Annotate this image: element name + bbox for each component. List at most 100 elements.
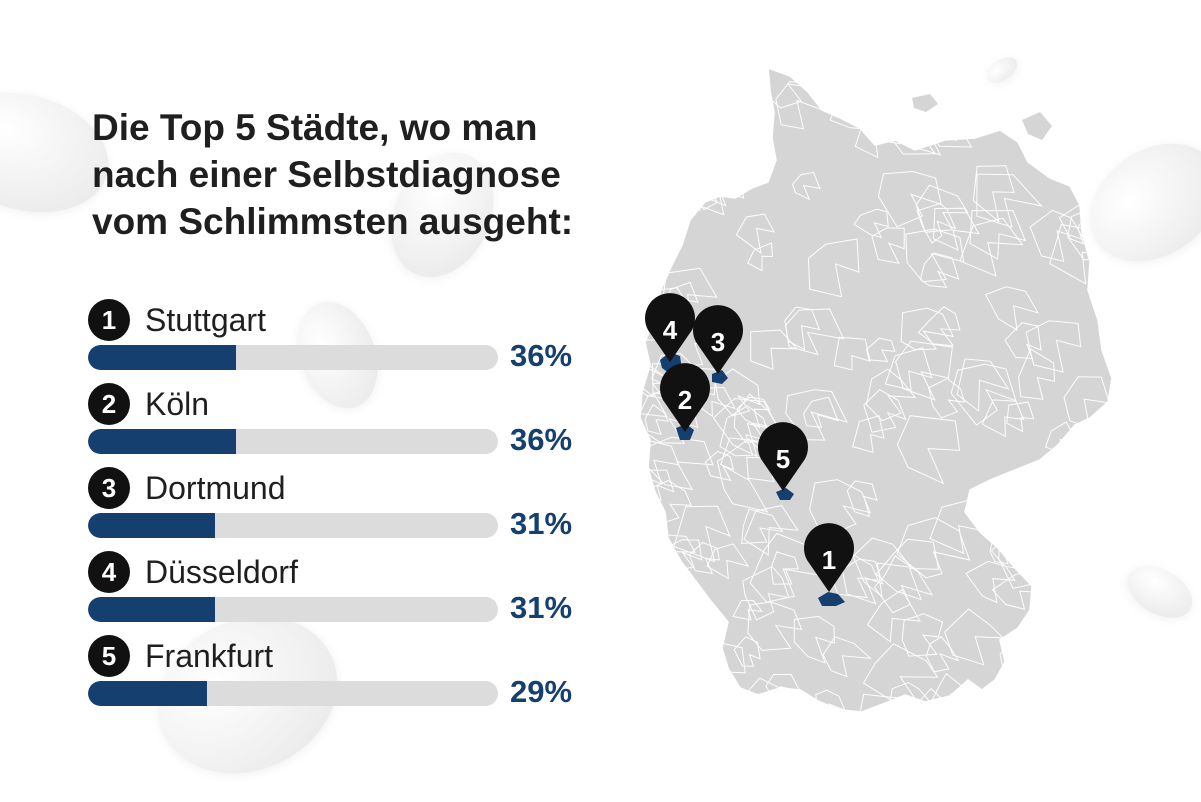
district-border [1029,209,1086,262]
progress-bar-track [88,345,498,370]
district-border [640,70,700,132]
district-border [916,202,957,244]
rank-badge: 3 [88,467,130,509]
district-border [1073,508,1112,544]
map-pin-4: 4 [644,293,695,362]
district-border [933,68,966,98]
district-border [865,337,896,362]
district-border [854,122,901,159]
district-border [846,480,878,518]
germany-outline [639,66,1113,713]
progress-bar-track [88,597,498,622]
percentage-value: 36% [510,338,573,373]
pin-label: 4 [663,315,678,345]
district-border [691,155,734,198]
district-border [640,691,664,712]
district-border [709,83,742,120]
district-border [706,543,750,580]
district-border [972,165,1015,223]
district-border [915,184,969,233]
district-border [1043,498,1085,544]
district-border [925,636,960,673]
district-border [984,286,1039,331]
district-border [815,689,846,712]
district-border [976,173,1043,228]
percentage-value: 36% [510,422,573,457]
district-border [901,613,944,657]
city-region-frankfurt [776,488,794,500]
district-border [884,347,933,391]
title-line: Die Top 5 Städte, wo man [92,107,538,148]
district-border [1006,401,1035,433]
district-border [640,68,673,123]
district-border [673,505,731,563]
district-border [640,532,670,594]
district-border [644,436,714,491]
island-shape [912,94,938,112]
district-border [822,636,872,678]
pin-label: 3 [711,327,725,357]
district-border [733,636,761,667]
district-border [750,329,799,371]
district-border [888,681,932,712]
district-border [640,388,699,444]
district-border [896,517,971,579]
district-border [865,368,917,422]
progress-bar-fill [88,345,236,370]
district-border [1033,518,1069,554]
district-border [791,171,821,201]
progress-bar-fill [88,681,207,706]
district-border [944,608,1005,666]
pin-label: 1 [822,545,836,575]
rank-badge: 1 [88,299,130,341]
ranking-item: 1 Stuttgart 36% [88,298,588,382]
district-border [747,601,803,651]
progress-bar-track [88,513,498,538]
district-border [999,635,1052,689]
district-border [1032,475,1083,530]
progress-bar-fill [88,597,216,622]
district-border [1004,322,1042,360]
district-border [793,615,835,664]
city-name: Köln [145,385,210,422]
district-border [1070,68,1104,97]
district-border [1043,444,1102,502]
district-border [688,541,720,575]
district-border [640,112,699,173]
district-border [856,693,903,712]
district-border [770,551,800,585]
district-border [1018,348,1056,400]
district-border [644,403,669,436]
title-line: vom Schlimmsten ausgeht: [92,201,574,242]
district-border [1072,68,1112,109]
map-pin-2: 2 [659,363,710,432]
ranking-item: 2 Köln 36% [88,382,588,466]
pin-label: 5 [776,444,790,474]
district-border [1050,122,1081,156]
district-border [896,415,961,485]
district-border [1059,542,1106,593]
district-border [950,363,1017,426]
map-pin-5: 5 [758,422,808,491]
ranking-item: 3 Dortmund 31% [88,466,588,550]
district-border [871,227,905,264]
district-border [897,68,946,94]
rank-badge: 2 [88,383,130,425]
progress-bar-fill [88,429,236,454]
district-border [877,170,942,228]
district-border [640,672,683,712]
district-border [1052,68,1084,88]
district-border [852,415,885,453]
district-border [853,208,889,239]
district-border [809,479,872,539]
district-border [656,690,718,712]
district-border [841,558,884,605]
district-border [658,68,723,113]
district-border [640,71,687,115]
district-border [807,238,860,298]
district-border [747,242,773,272]
district-border [664,619,705,657]
district-border [683,95,720,128]
district-border [1049,223,1112,285]
district-border [1075,491,1112,524]
